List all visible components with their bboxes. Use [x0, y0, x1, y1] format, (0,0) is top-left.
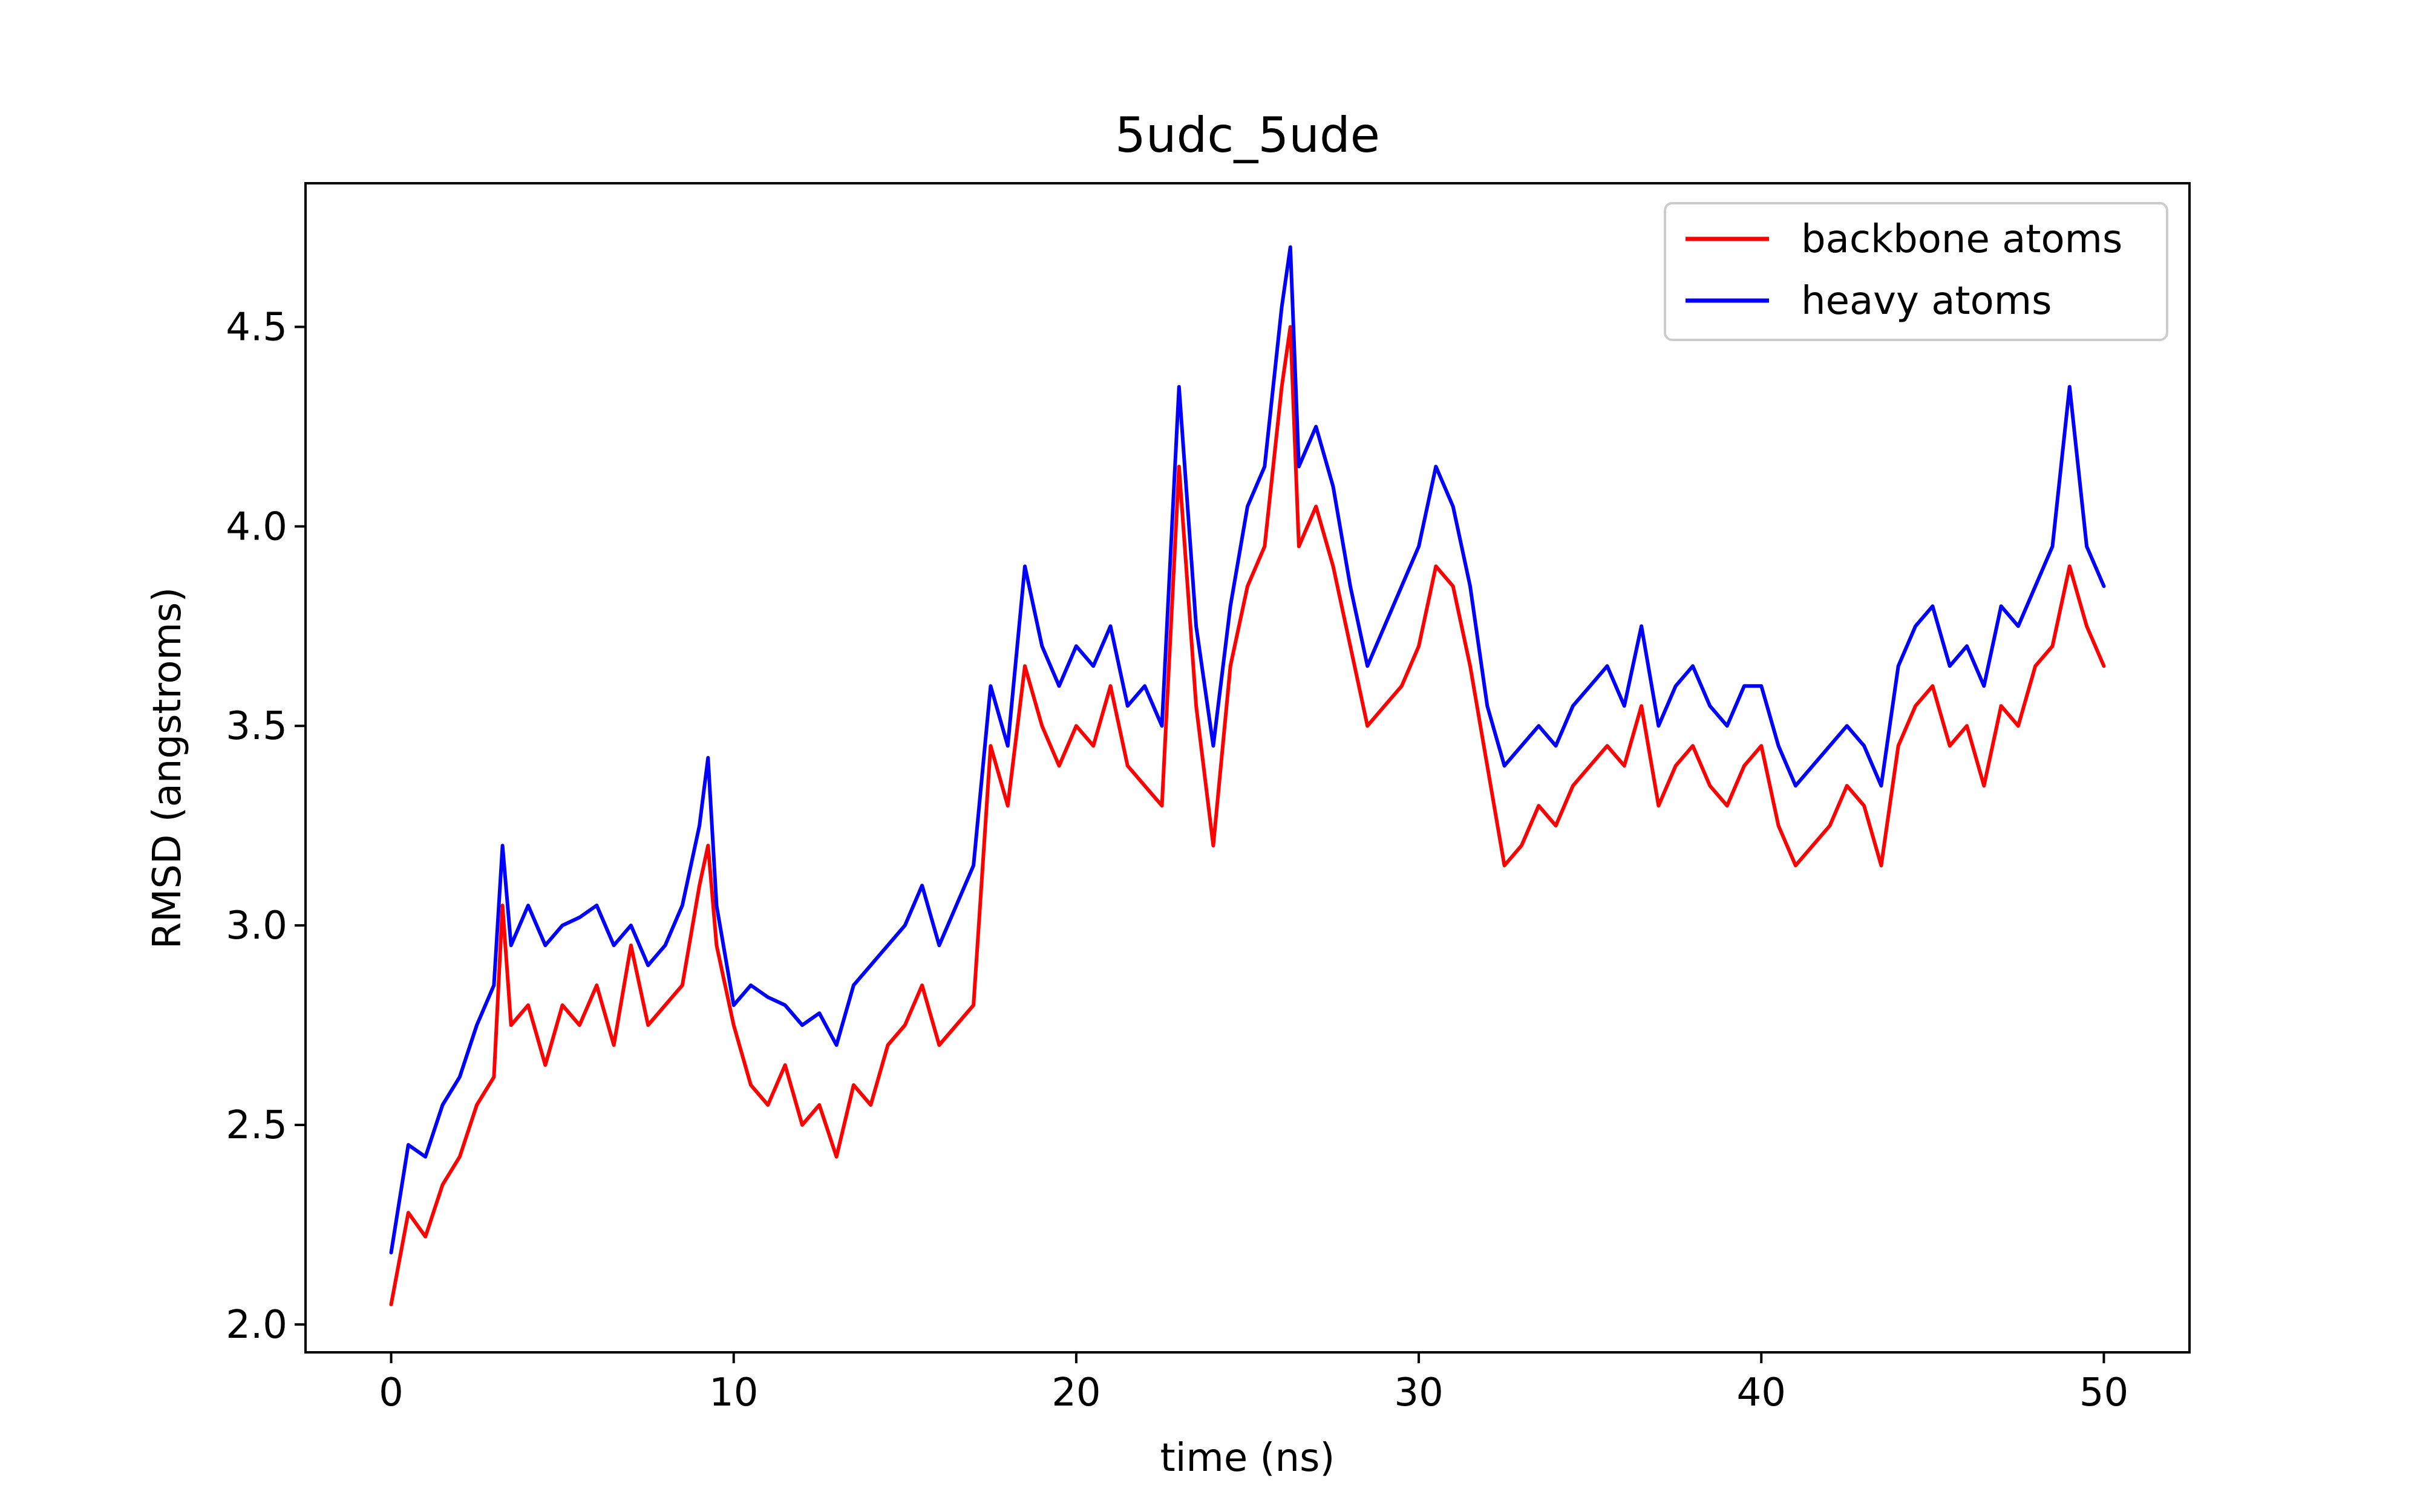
chart-title: 5udc_5ude: [1115, 107, 1380, 163]
y-tick-label: 3.5: [226, 704, 287, 749]
x-tick-label: 40: [1737, 1370, 1786, 1415]
plot-frame: [304, 182, 2191, 1354]
legend: backbone atoms heavy atoms: [1664, 202, 2168, 341]
x-tick-label: 20: [1051, 1370, 1100, 1415]
series-line-backbone-atoms: [389, 325, 2106, 1306]
x-tick-label: 50: [2079, 1370, 2128, 1415]
y-axis-label: RMSD (angstroms): [145, 587, 190, 949]
x-axis-label: time (ns): [1160, 1436, 1335, 1481]
x-tick-label: 0: [379, 1370, 404, 1415]
series-line-heavy-atoms: [389, 245, 2106, 1255]
legend-box: [1664, 202, 2168, 341]
x-tick-label: 30: [1394, 1370, 1443, 1415]
plot-lines: [389, 245, 2106, 1306]
y-tick-label: 2.5: [226, 1103, 287, 1148]
legend-label-backbone-atoms: backbone atoms: [1801, 217, 2122, 262]
y-tick-label: 3.0: [226, 904, 287, 948]
legend-label-heavy-atoms: heavy atoms: [1801, 279, 2052, 324]
y-tick-label: 2.0: [226, 1303, 287, 1347]
x-axis-ticks: 0 10 20 30 40 50: [379, 1352, 2128, 1415]
x-tick-label: 10: [709, 1370, 758, 1415]
y-tick-label: 4.0: [226, 504, 287, 549]
y-axis-ticks: 2.0 2.5 3.0 3.5 4.0 4.5: [226, 305, 306, 1347]
y-tick-label: 4.5: [226, 305, 287, 350]
